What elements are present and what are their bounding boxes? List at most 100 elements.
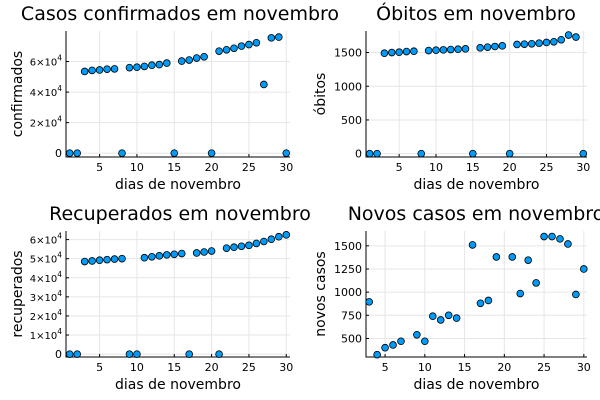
x-tick-label: 10: [429, 161, 443, 174]
data-point: [155, 252, 164, 260]
y-axis-label: novos casos: [313, 251, 329, 336]
data-point: [436, 316, 445, 324]
y-tick-label: 2×104: [30, 308, 62, 323]
data-point: [444, 311, 453, 320]
chart-title: Óbitos em novembro: [376, 1, 576, 25]
data-point: [267, 34, 276, 42]
data-point: [215, 47, 223, 55]
data-point: [207, 149, 216, 157]
x-tick-label: 20: [205, 161, 219, 174]
x-axis-label: dias de novembro: [414, 377, 540, 393]
y-tick-label: 1500: [334, 240, 362, 253]
data-point: [222, 244, 231, 252]
x-tick-label: 20: [503, 161, 517, 174]
x-tick-label: 15: [167, 161, 181, 174]
x-tick-label: 25: [537, 361, 551, 374]
data-point: [65, 149, 74, 157]
data-point: [410, 47, 418, 56]
data-point: [428, 312, 437, 321]
data-point: [446, 45, 455, 54]
data-point: [468, 241, 477, 249]
x-tick-label: 15: [458, 361, 472, 374]
data-point: [492, 253, 501, 261]
y-tick-label: 6×104: [30, 54, 62, 69]
data-point: [73, 350, 81, 358]
data-point: [524, 256, 532, 264]
x-tick-label: 15: [167, 361, 181, 374]
data-point: [274, 232, 283, 241]
data-point: [73, 149, 81, 157]
data-point: [387, 48, 396, 57]
data-point: [417, 149, 426, 158]
x-axis-label: dias de novembro: [414, 177, 540, 193]
data-point: [170, 149, 179, 157]
data-point: [542, 38, 551, 47]
data-point: [133, 350, 141, 358]
data-point: [505, 149, 514, 158]
data-point: [540, 232, 548, 241]
y-tick-label: 6×104: [30, 232, 62, 247]
data-point: [432, 46, 440, 55]
chart-title: Recuperados em novembro: [49, 203, 311, 225]
data-point: [491, 42, 499, 51]
data-point: [103, 255, 111, 264]
y-tick-label: 0: [55, 147, 62, 160]
data-point: [230, 44, 238, 53]
chart-confirmados: 5 10 15 20 25 30 0 2×104 4×104 6×104 Casos confirm…: [10, 3, 339, 193]
chart-title: Novos casos em novembro: [348, 203, 600, 225]
axes-frame: [65, 31, 290, 158]
data-point: [148, 61, 156, 70]
data-point: [125, 63, 134, 72]
y-tick-label: 4×104: [30, 84, 62, 99]
y-tick-label: 3×104: [30, 289, 62, 304]
x-tick-label: 10: [130, 161, 144, 174]
data-point: [245, 40, 253, 49]
data-point: [508, 253, 517, 261]
data-point: [548, 232, 556, 241]
x-tick-label: 15: [466, 161, 480, 174]
data-point: [516, 289, 525, 298]
data-point: [389, 341, 397, 349]
data-point: [580, 265, 588, 273]
y-tick-label: 1500: [334, 47, 362, 60]
y-axis-label: recuperados: [10, 250, 26, 337]
x-tick-label: 10: [130, 361, 144, 374]
x-tick-label: 5: [96, 161, 103, 174]
y-tick-label: 500: [341, 332, 362, 345]
axes-frame: [365, 231, 587, 358]
data-point: [110, 255, 119, 263]
data-point: [207, 247, 216, 255]
x-tick-label: 30: [279, 361, 293, 374]
y-tick-label: 0: [355, 148, 362, 161]
x-tick-label: 20: [205, 361, 219, 374]
data-point: [148, 252, 156, 261]
data-point: [88, 257, 96, 265]
x-tick-label: 10: [418, 361, 432, 374]
y-tick-label: 5×104: [30, 251, 62, 266]
y-tick-label: 0: [55, 348, 62, 361]
data-point: [177, 57, 186, 65]
y-tick-label: 1000: [334, 80, 362, 93]
chart-recuperados: 5 10 15 20 25 30 0 1×104 2×104 3×104 4×104 5×104 6×1…: [10, 203, 311, 393]
data-point: [439, 46, 448, 54]
data-point: [556, 235, 564, 243]
data-point: [520, 40, 529, 48]
data-point: [200, 248, 208, 256]
x-tick-label: 5: [382, 361, 389, 374]
data-point: [373, 149, 381, 158]
data-point: [163, 59, 171, 67]
data-point: [535, 39, 543, 47]
x-tick-label: 5: [396, 161, 403, 174]
data-point: [95, 256, 104, 265]
data-point: [110, 65, 119, 73]
data-point: [185, 56, 194, 64]
data-point: [424, 46, 433, 55]
chart-novos-casos: 5 10 15 20 25 30 500 750 1000 1250 1500 Novos casos…: [313, 203, 600, 393]
data-point: [564, 31, 573, 39]
data-point: [381, 343, 389, 352]
data-point: [155, 60, 164, 69]
data-point: [454, 45, 462, 53]
data-point: [579, 149, 588, 158]
x-tick-label: 30: [279, 161, 293, 174]
